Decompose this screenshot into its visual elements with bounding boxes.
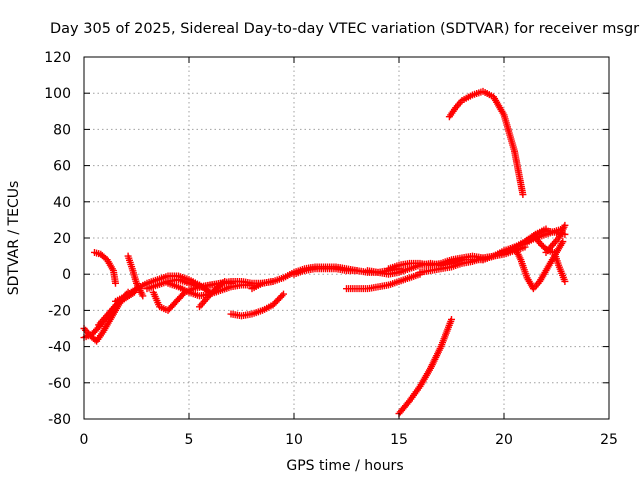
x-axis: 0 5 10 15 20 25 xyxy=(80,57,618,448)
y-tick-label: -80 xyxy=(48,412,71,428)
data-point xyxy=(219,279,227,287)
y-tick-label: -60 xyxy=(48,376,71,392)
grid-lines xyxy=(84,57,609,419)
series-s10 xyxy=(196,277,229,311)
y-tick-label: 120 xyxy=(44,50,71,66)
series-s20 xyxy=(445,87,527,199)
y-tick-label: -20 xyxy=(48,303,71,319)
chart-title: Day 305 of 2025, Sidereal Day-to-day VTE… xyxy=(50,21,639,37)
y-tick-label: -40 xyxy=(48,340,71,356)
x-tick-label: 15 xyxy=(390,432,408,448)
data-point xyxy=(519,191,527,199)
data-point xyxy=(221,277,229,285)
y-tick-label: 40 xyxy=(53,195,71,211)
series-s25 xyxy=(542,221,569,256)
x-tick-label: 10 xyxy=(285,432,303,448)
series-s11 xyxy=(227,290,287,320)
x-tick-label: 25 xyxy=(600,432,618,448)
data-point xyxy=(561,277,569,285)
x-tick-label: 5 xyxy=(185,432,194,448)
series-s3 xyxy=(91,248,119,287)
y-tick-label: 0 xyxy=(62,267,71,283)
y-tick-label: 20 xyxy=(53,231,71,247)
y-axis-title: SDTVAR / TECUs xyxy=(6,181,22,296)
data-point xyxy=(139,292,147,300)
x-axis-title: GPS time / hours xyxy=(286,458,403,474)
y-tick-label: 80 xyxy=(53,122,71,138)
series-s19 xyxy=(437,225,550,269)
data-point xyxy=(561,221,569,229)
data-point xyxy=(448,315,455,323)
series-s13 xyxy=(290,265,361,278)
y-tick-label: 100 xyxy=(44,86,71,102)
data-point xyxy=(353,267,361,275)
y-tick-label: 60 xyxy=(53,159,71,175)
x-tick-label: 20 xyxy=(495,432,513,448)
x-tick-label: 0 xyxy=(80,432,89,448)
series-s17 xyxy=(395,315,455,418)
plot-marks xyxy=(80,87,569,418)
data-point xyxy=(559,238,567,246)
data-point xyxy=(280,290,287,298)
data-point xyxy=(278,292,286,300)
y-axis: -80 -60 -40 -20 0 20 40 60 80 100 120 xyxy=(44,50,609,428)
data-point xyxy=(112,279,119,287)
